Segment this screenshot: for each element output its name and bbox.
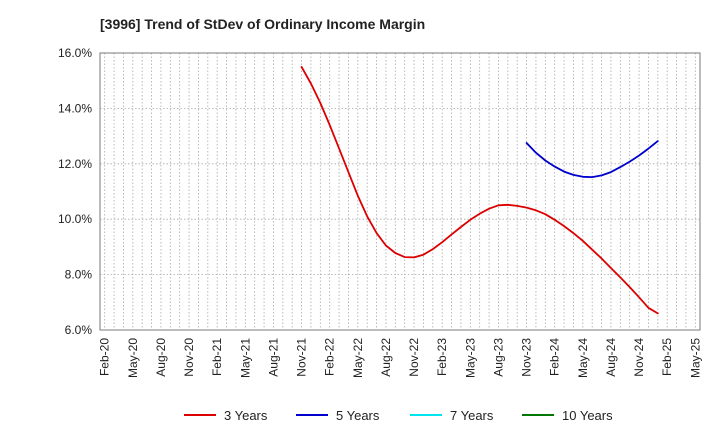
- chart-title: [3996] Trend of StDev of Ordinary Income…: [100, 16, 426, 32]
- y-tick-label: 8.0%: [65, 268, 93, 282]
- x-tick-label: Nov-20: [182, 338, 196, 377]
- legend-label-3-years: 3 Years: [224, 408, 268, 423]
- plot-frame: [99, 52, 701, 331]
- x-tick-label: Feb-24: [548, 338, 562, 376]
- legend: 3 Years 5 Years 7 Years 10 Years: [184, 408, 613, 423]
- x-tick-label: Feb-22: [323, 338, 337, 376]
- series-line-3-years: [300, 66, 659, 315]
- y-tick-label: 10.0%: [58, 212, 92, 226]
- x-tick-label: Feb-21: [210, 338, 224, 376]
- x-tick-label: May-24: [576, 338, 590, 378]
- x-tick-label: Feb-23: [435, 338, 449, 376]
- x-tick-label: Aug-24: [604, 338, 618, 377]
- x-tick-label: May-20: [126, 338, 140, 378]
- x-tick-label: Aug-21: [266, 338, 280, 377]
- y-tick-label: 6.0%: [65, 323, 93, 337]
- x-tick-label: Aug-20: [154, 338, 168, 377]
- legend-label-5-years: 5 Years: [336, 408, 380, 423]
- y-tick-label: 16.0%: [58, 46, 92, 60]
- grid-lines: [100, 52, 700, 331]
- series-line-5-years: [525, 140, 659, 178]
- x-tick-label: Aug-22: [379, 338, 393, 377]
- legend-label-10-years: 10 Years: [562, 408, 613, 423]
- x-axis: Feb-20 May-20 Aug-20 Nov-20 Feb-21 May-21 Aug-…: [98, 338, 703, 378]
- series-lines: [300, 66, 659, 315]
- x-tick-label: May-23: [463, 338, 477, 378]
- x-tick-label: May-21: [238, 338, 252, 378]
- legend-label-7-years: 7 Years: [450, 408, 494, 423]
- x-tick-label: Nov-23: [520, 338, 534, 377]
- x-tick-label: Feb-25: [660, 338, 674, 376]
- x-tick-label: May-25: [688, 338, 702, 378]
- x-tick-label: Nov-24: [632, 338, 646, 377]
- x-tick-label: Nov-22: [407, 338, 421, 377]
- x-tick-label: Nov-21: [295, 338, 309, 377]
- x-tick-label: May-22: [351, 338, 365, 378]
- y-tick-label: 12.0%: [58, 157, 92, 171]
- x-tick-label: Aug-23: [491, 338, 505, 377]
- y-tick-label: 14.0%: [58, 101, 92, 115]
- y-axis: 6.0% 8.0% 10.0% 12.0% 14.0% 16.0%: [58, 46, 92, 337]
- x-tick-label: Feb-20: [98, 338, 112, 376]
